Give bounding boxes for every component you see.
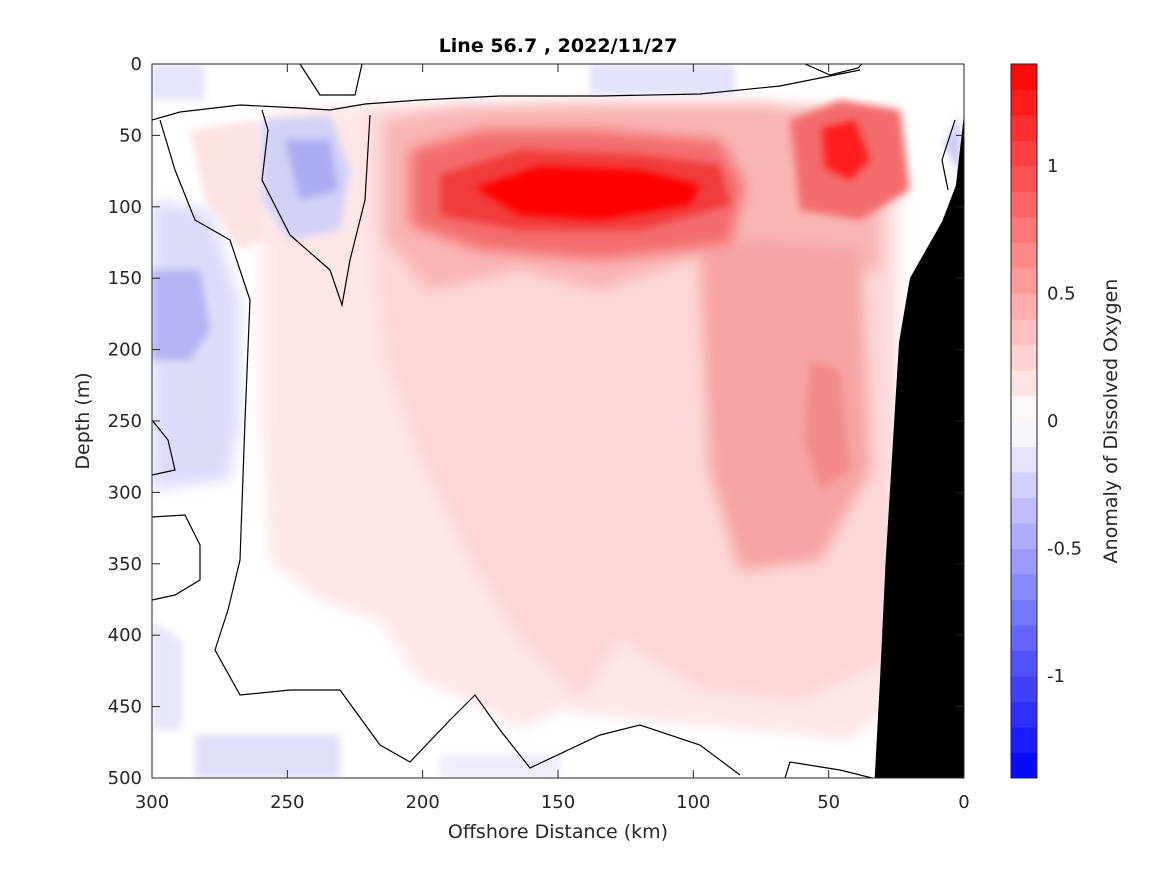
colorbar-segment [1011, 191, 1037, 218]
contour-negative-left-edge [152, 620, 182, 730]
contour-negative-shore [944, 115, 960, 175]
colorbar-segment [1011, 523, 1037, 549]
contour-negative-bottom-left [195, 735, 340, 778]
bathymetry-fill [874, 114, 964, 778]
contour-field [152, 64, 960, 778]
colorbar-segment [1011, 650, 1037, 677]
colorbar-segment [1011, 701, 1037, 728]
contour-negative-top-mid [590, 64, 735, 95]
colorbar-tick-label: -0.5 [1047, 539, 1082, 560]
y-tick-label: 0 [131, 54, 142, 75]
x-tick-label: 250 [270, 792, 304, 813]
contour-negative-offshore-core [152, 270, 210, 360]
x-tick-label: 300 [135, 792, 169, 813]
x-tick-label: 150 [541, 792, 575, 813]
colorbar: -1 -0.5 0 0.5 1 [1010, 63, 1082, 779]
zero-contour-shore [941, 119, 956, 191]
colorbar-segment [1011, 599, 1037, 626]
colorbar-tick-label: -1 [1047, 666, 1065, 687]
colorbar-segment [1011, 140, 1037, 167]
x-tick-label: 200 [405, 792, 439, 813]
colorbar-segment [1011, 115, 1037, 141]
colorbar-segment [1011, 676, 1037, 702]
x-axis: 300 250 200 150 100 50 0 [135, 64, 970, 813]
colorbar-segment [1011, 446, 1037, 473]
colorbar-tick-label: 0.5 [1047, 284, 1076, 305]
contour-negative-top-left [152, 64, 205, 100]
contour-negative-patch-250-core [285, 140, 338, 200]
zero-contour-main [152, 69, 861, 121]
y-tick-label: 150 [108, 268, 142, 289]
colorbar-frame [1010, 63, 1038, 779]
zero-contour-top-right [804, 64, 863, 76]
colorbar-segment [1011, 752, 1037, 779]
colorbar-segment [1011, 293, 1037, 320]
y-tick-label: 200 [108, 340, 142, 361]
contour-positive-nearshore-column [700, 240, 870, 570]
colorbar-segment [1011, 727, 1037, 753]
colorbar-segment [1011, 497, 1037, 524]
colorbar-segment [1011, 64, 1037, 90]
colorbar-segment [1011, 421, 1037, 447]
colorbar-segment [1011, 395, 1037, 422]
colorbar-segment [1011, 268, 1037, 294]
x-axis-label: Offshore Distance (km) [448, 821, 668, 843]
y-axis-label: Depth (m) [72, 372, 94, 469]
contour-negative-bottom-mid [440, 755, 560, 778]
zero-contour-left-edge-2 [152, 514, 201, 601]
x-tick-label: 100 [676, 792, 710, 813]
zero-contour-neg-patch [261, 109, 371, 308]
y-tick-label: 250 [108, 411, 142, 432]
contour-positive-nearshore-core [805, 360, 850, 490]
x-tick-label: 0 [958, 792, 969, 813]
contour-positive-left-blob [190, 120, 268, 250]
zero-contour-left-loop [159, 119, 741, 776]
y-tick-label: 400 [108, 625, 142, 646]
x-tick-label: 50 [817, 792, 840, 813]
colorbar-segment [1011, 472, 1037, 498]
y-tick-label: 500 [108, 768, 142, 789]
y-tick-label: 100 [108, 197, 142, 218]
zero-contour-bottom-right [784, 761, 873, 778]
contour-positive-core-inner [475, 166, 700, 220]
y-tick-label: 450 [108, 697, 142, 718]
colorbar-segment [1011, 574, 1037, 600]
colorbar-segment [1011, 370, 1037, 396]
zero-contour-top-bump [299, 64, 363, 96]
colorbar-segment [1011, 625, 1037, 651]
colorbar-tick-label: 1 [1047, 156, 1058, 177]
colorbar-label: Anomaly of Dissolved Oxygen [1100, 279, 1122, 564]
colorbar-segment [1011, 548, 1037, 575]
colorbar-segment [1011, 242, 1037, 269]
y-tick-label: 350 [108, 554, 142, 575]
colorbar-segment [1011, 217, 1037, 243]
y-tick-label: 50 [119, 125, 142, 146]
zero-contour-left-edge-1 [152, 419, 176, 476]
contour-positive-shelf-core [822, 120, 870, 180]
colorbar-segment [1011, 344, 1037, 371]
y-axis: 0 50 100 150 200 250 300 350 400 450 500 [108, 54, 964, 789]
zero-contours [152, 64, 956, 778]
colorbar-tick-label: 0 [1047, 411, 1058, 432]
y-tick-label: 300 [108, 482, 142, 503]
colorbar-segment [1011, 89, 1037, 116]
colorbar-segment [1011, 319, 1037, 345]
plot-area [151, 63, 965, 779]
colorbar-segment [1011, 166, 1037, 192]
chart-title: Line 56.7 , 2022/11/27 [439, 35, 678, 57]
